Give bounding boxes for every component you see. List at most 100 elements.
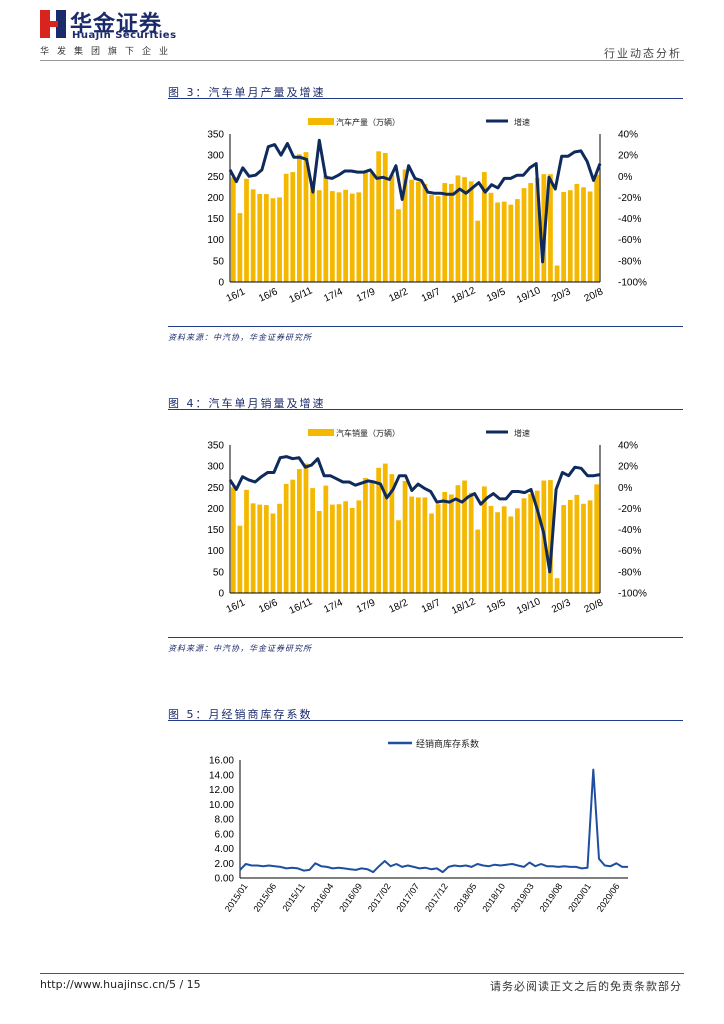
sales-y-left-tick: 200 (207, 504, 224, 515)
sales-y-right-tick: -60% (618, 546, 641, 557)
production-bar (429, 194, 434, 282)
production-bar (501, 201, 507, 282)
inventory-x-tick: 2020/06 (595, 881, 622, 913)
inventory-x-tick: 2017/12 (423, 881, 450, 913)
production-y-left-tick: 50 (213, 256, 225, 267)
sales-y-right-tick: 20% (618, 462, 638, 473)
sales-bar (316, 510, 322, 593)
sales-y-right-tick: 0% (618, 483, 633, 494)
production-bar (323, 175, 329, 282)
sales-bar (587, 500, 593, 593)
sales-bar (343, 501, 349, 593)
production-y-right-tick: -80% (618, 256, 641, 267)
production-x-tick: 20/8 (583, 286, 606, 304)
production-bar (554, 265, 560, 282)
sales-x-tick: 16/1 (225, 597, 248, 615)
sales-bar (561, 505, 567, 593)
production-bar (310, 180, 315, 282)
sales-bar (336, 504, 342, 593)
production-bar (316, 190, 322, 282)
huajin-logo-icon (40, 10, 66, 38)
sales-y-left-tick: 350 (207, 441, 224, 452)
sales-bar (495, 512, 500, 593)
sales-growth-line (228, 455, 601, 574)
sales-bar (290, 479, 296, 593)
inventory-x-tick: 2016/04 (309, 881, 336, 913)
sales-bar (356, 500, 362, 593)
production-bar (290, 172, 296, 282)
sales-y-right-tick: -20% (618, 504, 641, 515)
production-bar (574, 183, 580, 282)
figure-3-source: 资料来源：中汽协，华金证券研究所 (168, 333, 312, 342)
production-bar (581, 187, 586, 282)
sales-legend-line-label: 增速 (514, 428, 530, 438)
inventory-legend-label: 经销商库存系数 (416, 738, 479, 749)
sales-bar (237, 525, 243, 593)
figure-5-top-rule (168, 720, 683, 721)
sales-legend-bar-swatch (308, 429, 334, 436)
figure-3-top-rule (168, 98, 683, 99)
production-y-left-tick: 300 (207, 151, 224, 162)
sales-bar (376, 467, 382, 593)
production-x-tick: 18/2 (387, 286, 410, 304)
inventory-y-tick: 14.00 (209, 770, 234, 781)
sales-x-tick: 18/2 (387, 597, 410, 615)
production-bar (561, 191, 567, 282)
sales-bar (534, 490, 540, 593)
sales-y-right-tick: -100% (618, 589, 647, 600)
production-bar (442, 183, 448, 282)
production-bar (257, 194, 263, 282)
sales-bar (402, 480, 408, 593)
production-bar (244, 178, 249, 282)
sales-y-right-tick: -40% (618, 525, 641, 536)
inventory-y-tick: 2.00 (215, 859, 235, 870)
production-y-left-tick: 100 (207, 235, 224, 246)
production-y-right-tick: 40% (618, 130, 638, 141)
production-bar (521, 188, 527, 282)
production-bar (462, 177, 467, 282)
inventory-y-tick: 8.00 (215, 815, 235, 826)
production-x-tick: 17/4 (322, 286, 345, 304)
inventory-x-tick: 2015/11 (280, 881, 306, 913)
brand-name-en: Huajin Securities (72, 30, 177, 41)
sales-y-left-tick: 100 (207, 546, 224, 557)
sales-x-tick: 16/6 (257, 597, 280, 615)
production-y-left-tick: 0 (218, 278, 224, 289)
production-bar (548, 174, 553, 282)
production-bar (534, 177, 540, 282)
production-bar (376, 151, 382, 282)
sales-y-left-tick: 250 (207, 483, 224, 494)
production-bar (283, 173, 289, 282)
inventory-x-tick: 2016/09 (337, 881, 364, 913)
production-bar (515, 199, 520, 282)
production-x-tick: 18/12 (450, 285, 478, 306)
production-bar (303, 152, 309, 282)
production-bar (508, 204, 514, 282)
production-bar (330, 191, 335, 282)
sales-x-tick: 16/11 (288, 596, 315, 616)
sales-bar (581, 503, 586, 593)
production-bar (488, 192, 494, 282)
production-bar (270, 198, 276, 282)
production-bar (363, 170, 368, 282)
production-bar (296, 154, 302, 282)
production-legend-bar-label: 汽车产量（万辆） (336, 117, 400, 127)
sales-bar (521, 498, 527, 593)
sales-bar (435, 504, 441, 593)
sales-bar (415, 497, 421, 593)
sales-bar (396, 520, 401, 593)
production-bar (277, 197, 282, 282)
footer-divider (40, 973, 684, 974)
production-growth-line (228, 138, 602, 264)
sales-bar (263, 505, 269, 593)
report-type: 行业动态分析 (604, 47, 682, 60)
production-bar (435, 196, 441, 282)
figure-4-title: 图 4：汽车单月销量及增速 (168, 397, 326, 410)
sales-bar (296, 469, 302, 593)
production-bar (567, 190, 573, 282)
sales-bar (508, 516, 514, 593)
sales-y-right-tick: -80% (618, 567, 641, 578)
sales-bar (250, 503, 256, 593)
inventory-coefficient-chart: 经销商库存系数 16.00 14.00 12.00 10.00 8.00 6.00 4.00 2… (209, 738, 628, 914)
sales-bar (488, 505, 494, 593)
